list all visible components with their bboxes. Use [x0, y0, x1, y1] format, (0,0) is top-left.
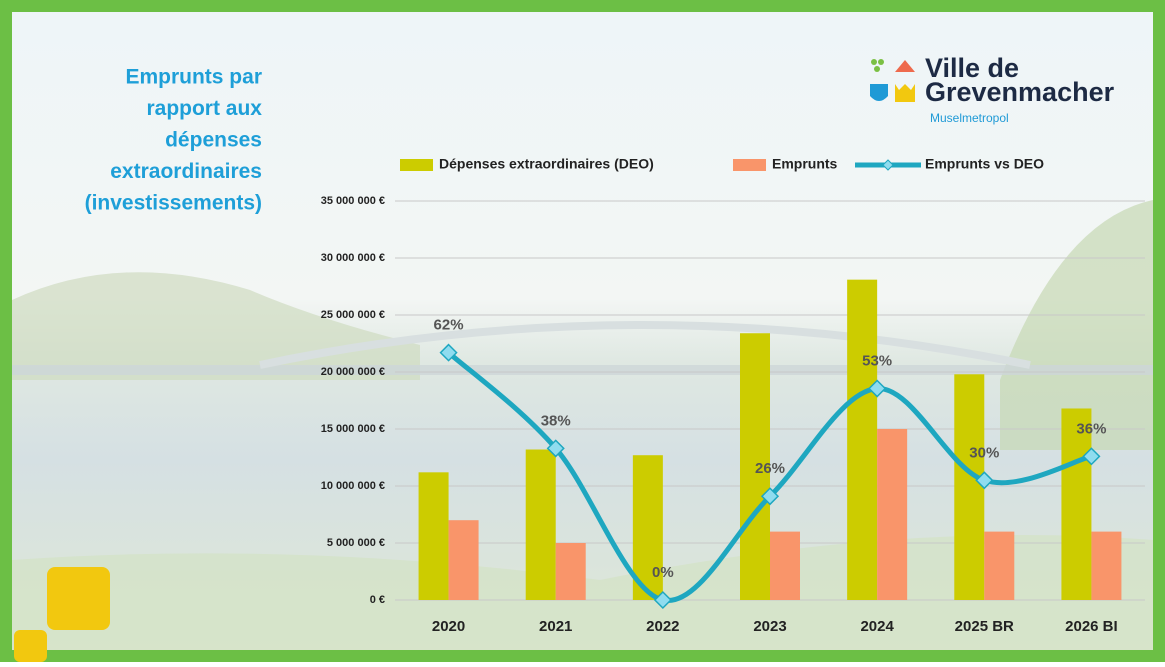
bar	[847, 279, 878, 600]
bar	[525, 449, 556, 600]
y-tick-label: 0 €	[370, 594, 385, 606]
y-tick-label: 15 000 000 €	[321, 423, 385, 435]
bar	[632, 455, 663, 600]
data-label: 36%	[1076, 420, 1106, 437]
bar	[877, 429, 908, 600]
line-marker	[546, 439, 565, 458]
line-marker	[868, 379, 887, 398]
legend-label: Emprunts vs DEO	[925, 156, 1044, 172]
x-tick-label: 2022	[646, 618, 679, 635]
deco-square	[14, 630, 47, 662]
chart-title: rapport aux	[146, 97, 262, 120]
logo-icon	[874, 66, 880, 72]
line-marker	[653, 590, 672, 610]
legend-swatch	[882, 159, 894, 171]
bar	[984, 531, 1015, 600]
logo: Ville de Grevenmacher Muselmetropol	[870, 53, 1115, 125]
bar	[448, 520, 479, 600]
chart-title: extraordinaires	[110, 160, 262, 183]
line-marker	[975, 471, 994, 490]
y-tick-label: 30 000 000 €	[321, 252, 385, 264]
x-tick-label: 2021	[539, 618, 572, 635]
line-marker	[439, 343, 458, 362]
logo-text: Ville de	[925, 53, 1019, 83]
logo-icon	[871, 59, 877, 65]
data-label: 53%	[862, 352, 892, 369]
bar	[954, 374, 985, 600]
deco-square	[47, 567, 110, 630]
logo-icon	[870, 84, 888, 101]
y-tick-label: 5 000 000 €	[327, 537, 385, 549]
bar	[770, 531, 800, 600]
data-label: 26%	[755, 460, 785, 477]
data-label: 30%	[969, 444, 999, 461]
legend-label: Dépenses extraordinaires (DEO)	[439, 156, 654, 172]
data-label: 0%	[652, 564, 674, 581]
x-tick-label: 2026 BI	[1065, 618, 1118, 635]
bar	[1061, 408, 1092, 600]
legend-swatch	[400, 159, 433, 171]
trees	[1000, 200, 1153, 450]
logo-icon	[895, 60, 915, 72]
bar	[1091, 531, 1122, 600]
chart-title: dépenses	[165, 129, 262, 152]
logo-icon	[895, 84, 915, 102]
y-tick-label: 35 000 000 €	[321, 195, 385, 207]
logo-icon	[878, 59, 884, 65]
bar	[555, 543, 586, 600]
x-tick-label: 2020	[432, 618, 465, 635]
x-tick-label: 2023	[753, 618, 786, 635]
line-marker	[760, 487, 780, 506]
data-label: 38%	[541, 412, 571, 429]
logo-text: Grevenmacher	[925, 77, 1115, 107]
data-label: 62%	[434, 317, 464, 334]
y-tick-label: 20 000 000 €	[321, 366, 385, 378]
y-tick-label: 10 000 000 €	[321, 480, 385, 492]
chart-title: (investissements)	[85, 192, 262, 215]
line-marker	[1082, 447, 1101, 466]
bridge-deck	[12, 365, 1153, 375]
x-tick-label: 2025 BR	[955, 618, 1014, 635]
bar	[418, 472, 449, 600]
chart-title: Emprunts par	[125, 66, 262, 89]
legend-label: Emprunts	[772, 156, 838, 172]
y-tick-label: 25 000 000 €	[321, 309, 385, 321]
legend-swatch	[733, 159, 766, 171]
bar	[740, 333, 770, 600]
logo-tagline: Muselmetropol	[930, 111, 1009, 125]
bridge-arch	[259, 321, 1031, 369]
x-tick-label: 2024	[860, 618, 894, 635]
